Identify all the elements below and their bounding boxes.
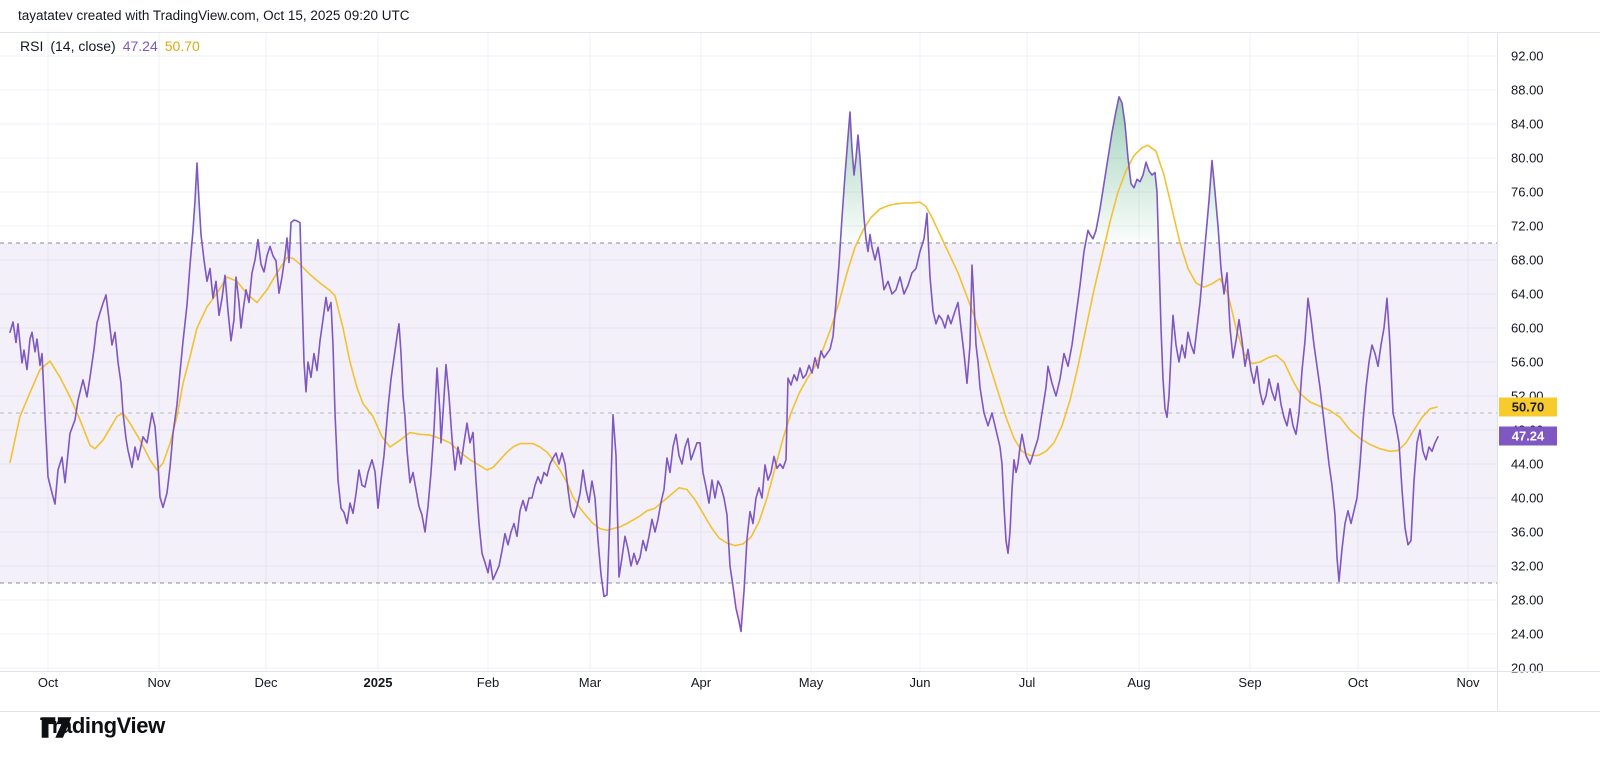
rsi-line bbox=[9, 96, 1439, 633]
ma-last-value-badge: 50.70 bbox=[1499, 397, 1557, 417]
price-axis-label: 72.00 bbox=[1511, 218, 1544, 234]
price-axis-label: 64.00 bbox=[1511, 286, 1544, 302]
pane-bottom-border bbox=[0, 671, 1600, 672]
price-axis-border bbox=[1497, 32, 1498, 712]
indicator-params: (14, close) bbox=[50, 38, 116, 54]
time-axis-label: 2025 bbox=[363, 675, 393, 690]
time-axis-label: Oct bbox=[37, 675, 59, 690]
pane-top-border bbox=[0, 32, 1600, 33]
rsi-last-value-badge: 47.24 bbox=[1499, 426, 1557, 446]
price-axis-label: 92.00 bbox=[1511, 48, 1544, 64]
price-axis-label: 68.00 bbox=[1511, 252, 1544, 268]
price-axis-label: 80.00 bbox=[1511, 150, 1544, 166]
time-axis-label: Nov bbox=[147, 675, 171, 690]
indicator-legend[interactable]: RSI (14, close) 47.24 50.70 bbox=[20, 38, 200, 54]
price-axis-label: 84.00 bbox=[1511, 116, 1544, 132]
price-axis-label: 56.00 bbox=[1511, 354, 1544, 370]
indicator-rsi-value: 47.24 bbox=[122, 38, 158, 54]
time-axis-label: Oct bbox=[1347, 675, 1369, 690]
time-axis-label: Apr bbox=[690, 675, 712, 690]
indicator-ma-value: 50.70 bbox=[164, 38, 200, 54]
price-axis-label: 20.00 bbox=[1511, 660, 1544, 676]
time-axis-label: Sep bbox=[1238, 675, 1262, 690]
price-axis-label: 36.00 bbox=[1511, 524, 1544, 540]
time-axis-label: Feb bbox=[476, 675, 500, 690]
price-axis-label: 32.00 bbox=[1511, 558, 1544, 574]
time-axis-border bbox=[0, 711, 1600, 712]
price-axis-label: 88.00 bbox=[1511, 82, 1544, 98]
time-axis-label: Jun bbox=[909, 675, 931, 690]
time-axis-label: Mar bbox=[578, 675, 602, 690]
tradingview-logo[interactable]: TradingView bbox=[40, 713, 165, 739]
time-axis-label: Nov bbox=[1456, 675, 1480, 690]
time-axis-label: Dec bbox=[254, 675, 278, 690]
price-axis-label: 76.00 bbox=[1511, 184, 1544, 200]
time-axis-label: May bbox=[798, 675, 824, 690]
price-axis-label: 28.00 bbox=[1511, 592, 1544, 608]
chart-attribution-title: tayatatev created with TradingView.com, … bbox=[18, 8, 410, 23]
price-axis-label: 24.00 bbox=[1511, 626, 1544, 642]
price-axis-label: 60.00 bbox=[1511, 320, 1544, 336]
indicator-name: RSI bbox=[20, 38, 44, 54]
price-axis-label: 44.00 bbox=[1511, 456, 1544, 472]
time-axis-label: Aug bbox=[1127, 675, 1151, 690]
tradingview-logo-icon bbox=[41, 717, 72, 738]
time-axis-label: Jul bbox=[1018, 675, 1036, 690]
ma-line bbox=[9, 144, 1438, 547]
price-axis-label: 40.00 bbox=[1511, 490, 1544, 506]
